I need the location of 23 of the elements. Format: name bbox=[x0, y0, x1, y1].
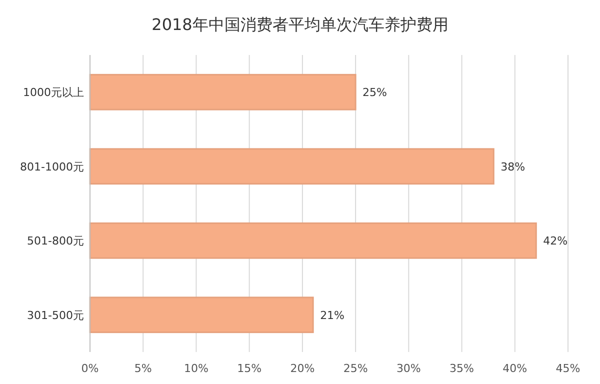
x-tick-label: 30% bbox=[396, 362, 421, 375]
chart-title: 2018年中国消费者平均单次汽车养护费用 bbox=[152, 15, 448, 34]
x-tick-label: 10% bbox=[184, 362, 208, 375]
x-tick-label: 20% bbox=[290, 362, 315, 375]
x-tick-label: 35% bbox=[450, 362, 474, 375]
x-tick-label: 0% bbox=[81, 362, 99, 375]
data-label: 38% bbox=[500, 160, 526, 174]
data-label: 25% bbox=[362, 86, 388, 100]
x-tick-label: 5% bbox=[134, 362, 152, 375]
bar bbox=[89, 74, 356, 110]
data-label: 42% bbox=[543, 234, 568, 248]
x-tick-label: 40% bbox=[502, 362, 528, 375]
y-tick-label: 801-1000元 bbox=[20, 160, 84, 174]
y-tick-label: 301-500元 bbox=[27, 308, 84, 322]
bar bbox=[89, 222, 537, 259]
x-tick-label: 45% bbox=[556, 362, 580, 375]
x-tick-label: 15% bbox=[237, 362, 262, 375]
y-tick-label: 1000元以上 bbox=[23, 86, 84, 100]
x-tick-label: 25% bbox=[343, 362, 368, 375]
bar bbox=[89, 148, 494, 185]
data-label: 21% bbox=[320, 308, 345, 322]
y-tick-label: 501-800元 bbox=[27, 234, 84, 248]
bar bbox=[89, 296, 314, 334]
